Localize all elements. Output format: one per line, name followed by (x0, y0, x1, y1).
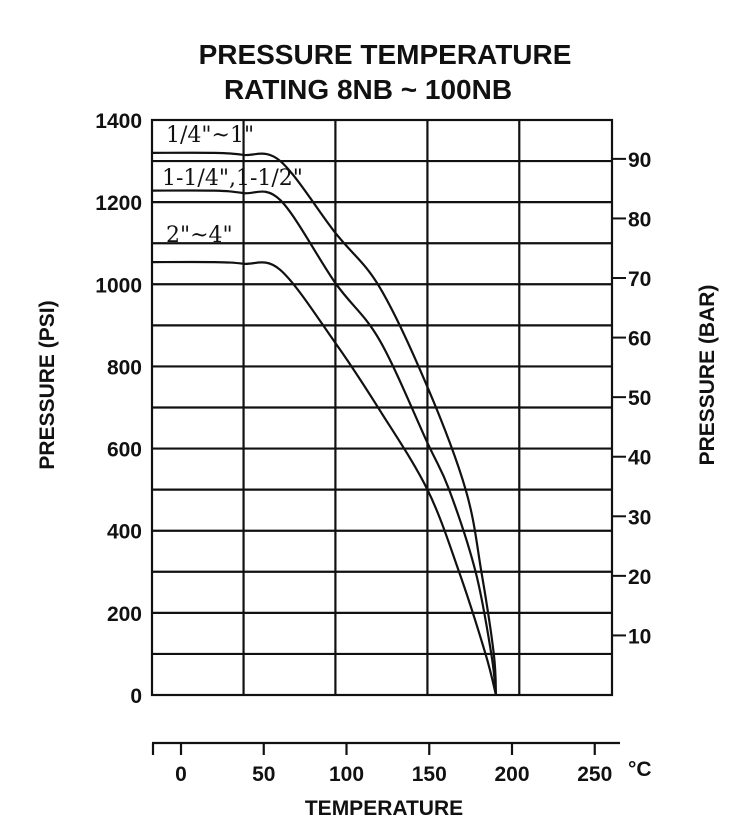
y2-tick-label: 80 (628, 208, 651, 231)
x-tick-label: 150 (412, 763, 447, 786)
grid (150, 118, 614, 697)
y-tick-label: 800 (107, 356, 142, 379)
y2-axis-title: PRESSURE (BAR) (696, 285, 719, 466)
y-axis-title: PRESSURE (PSI) (36, 300, 59, 469)
y-tick-label: 1400 (95, 110, 142, 133)
y-tick-label: 0 (130, 685, 142, 708)
y2-tick-label: 70 (628, 268, 651, 291)
y2-tick-label: 60 (628, 328, 651, 351)
chart-title-line-1: PRESSURE TEMPERATURE (199, 39, 572, 70)
y-axis-right: 10 20 30 40 50 60 70 80 90 (612, 149, 651, 648)
x-tick-label: 50 (252, 763, 275, 786)
y2-tick-label: 20 (628, 566, 651, 589)
x-tick-label: 0 (175, 763, 187, 786)
y-tick-label: 1000 (95, 274, 142, 297)
series-curve-2 (151, 260, 498, 696)
y-tick-label: 1200 (95, 192, 142, 215)
plot-frame (150, 118, 614, 697)
y2-tick-label: 40 (628, 447, 651, 470)
y2-tick-label: 50 (628, 387, 651, 410)
curves: 1/4"~1" 1-1/4",1-1/2" 2"~4" (151, 123, 498, 696)
x-tick-label: 100 (329, 763, 364, 786)
x-axis-unit: °C (628, 758, 652, 781)
x-tick-label: 250 (577, 763, 612, 786)
x-axis: 0 50 100 150 200 250 (151, 741, 620, 786)
x-axis-title: TEMPERATURE (305, 797, 463, 820)
y-axis-left: 0 200 400 600 800 1000 1200 1400 (95, 110, 142, 708)
y-tick-label: 400 (107, 521, 142, 544)
series-label-2: 2"~4" (166, 223, 233, 248)
y2-tick-label: 10 (628, 625, 651, 648)
chart-title-line-2: RATING 8NB ~ 100NB (224, 74, 512, 105)
y-tick-label: 600 (107, 439, 142, 462)
y-tick-label: 200 (107, 603, 142, 626)
series-label-1: 1-1/4",1-1/2" (162, 166, 303, 191)
x-tick-label: 200 (494, 763, 529, 786)
y2-tick-label: 30 (628, 506, 651, 529)
series-curve-0 (151, 151, 498, 696)
series-label-0: 1/4"~1" (166, 123, 254, 148)
y2-tick-label: 90 (628, 149, 651, 172)
series-curve-1 (151, 189, 498, 696)
